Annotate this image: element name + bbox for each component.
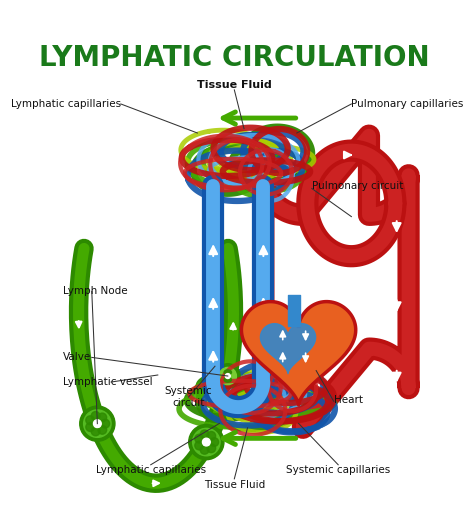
Text: Tissue Fluid: Tissue Fluid bbox=[204, 480, 265, 490]
Text: Tissue Fluid: Tissue Fluid bbox=[197, 80, 272, 90]
Circle shape bbox=[98, 426, 107, 434]
Circle shape bbox=[91, 427, 100, 436]
Circle shape bbox=[202, 438, 210, 446]
Circle shape bbox=[210, 438, 219, 446]
Text: Systemic
circuit: Systemic circuit bbox=[165, 386, 212, 408]
Ellipse shape bbox=[224, 377, 231, 382]
Circle shape bbox=[101, 419, 109, 428]
Text: LYMPHATIC CIRCULATION: LYMPHATIC CIRCULATION bbox=[39, 44, 429, 72]
Text: Lymphatic capillaries: Lymphatic capillaries bbox=[11, 99, 121, 109]
Circle shape bbox=[225, 374, 230, 378]
Circle shape bbox=[200, 430, 209, 439]
Circle shape bbox=[207, 431, 216, 440]
Circle shape bbox=[80, 406, 115, 441]
Circle shape bbox=[83, 410, 111, 437]
Circle shape bbox=[219, 367, 237, 385]
Circle shape bbox=[200, 445, 209, 454]
Ellipse shape bbox=[224, 370, 231, 375]
Circle shape bbox=[86, 416, 95, 425]
Text: Lymphatic capillaries: Lymphatic capillaries bbox=[96, 465, 206, 475]
Text: Valve: Valve bbox=[63, 352, 91, 363]
Circle shape bbox=[98, 413, 107, 422]
Text: Pulmonary capillaries: Pulmonary capillaries bbox=[351, 99, 464, 109]
Polygon shape bbox=[241, 302, 356, 405]
Text: Lymphatic vessel: Lymphatic vessel bbox=[63, 377, 152, 387]
Circle shape bbox=[216, 364, 240, 388]
Text: Systemic capillaries: Systemic capillaries bbox=[286, 465, 390, 475]
Text: Pulmonary circuit: Pulmonary circuit bbox=[312, 181, 403, 191]
Circle shape bbox=[93, 420, 101, 428]
Text: Lymph Node: Lymph Node bbox=[63, 286, 128, 296]
Polygon shape bbox=[260, 324, 316, 374]
Circle shape bbox=[189, 425, 224, 460]
Circle shape bbox=[91, 411, 100, 420]
Text: Heart: Heart bbox=[334, 395, 363, 404]
Circle shape bbox=[192, 428, 220, 456]
Circle shape bbox=[86, 423, 95, 431]
Circle shape bbox=[195, 441, 204, 450]
Circle shape bbox=[207, 444, 216, 453]
Circle shape bbox=[195, 434, 204, 443]
